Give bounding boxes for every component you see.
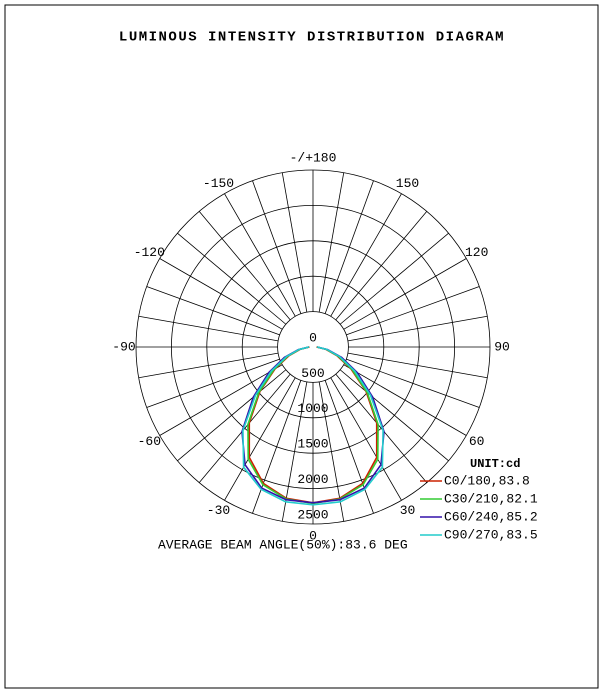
r-tick-label: 2000: [297, 472, 328, 487]
grid-spoke: [347, 315, 488, 342]
theta-tick-label: 30: [400, 503, 416, 518]
r-tick-label: 2500: [297, 507, 328, 522]
frame: [4, 4, 599, 689]
grid-spoke: [343, 258, 467, 330]
grid-spoke: [138, 352, 279, 379]
grid-spoke: [281, 172, 308, 313]
theta-tick-label: 120: [465, 245, 488, 260]
grid-spoke: [177, 369, 287, 462]
grid-spoke: [159, 364, 283, 436]
r-tick-label: 500: [301, 366, 324, 381]
legend-label: C60/240,85.2: [444, 509, 538, 524]
legend-label: C0/180,83.8: [444, 473, 530, 488]
series-line: [241, 346, 385, 504]
theta-tick-label: 150: [396, 176, 419, 191]
r-tick-label: 1500: [297, 437, 328, 452]
grid-spoke: [252, 380, 302, 514]
grid-spoke: [339, 369, 449, 462]
theta-tick-label: -30: [207, 503, 230, 518]
grid-spoke: [224, 377, 296, 501]
grid-spoke: [324, 180, 374, 314]
theta-tick-label: -90: [112, 339, 135, 354]
theta-tick-label: -/+180: [290, 150, 337, 165]
series-line: [242, 346, 384, 506]
theta-tick-label: -60: [138, 434, 161, 449]
grid-spoke: [252, 180, 302, 314]
grid-spoke: [339, 232, 449, 325]
grid-spoke: [346, 286, 480, 336]
grid-spoke: [324, 380, 374, 514]
theta-tick-label: 90: [494, 339, 510, 354]
grid-spoke: [224, 193, 296, 317]
grid-spoke: [146, 286, 280, 336]
r-tick-label: 1000: [297, 401, 328, 416]
annotation: AVERAGE BEAM ANGLE(50%):83.6 DEG: [158, 537, 408, 552]
grid-spoke: [346, 358, 480, 408]
legend-label: C30/210,82.1: [444, 491, 538, 506]
grid-spoke: [335, 211, 428, 321]
grid-spoke: [318, 172, 345, 313]
grid-spoke: [159, 258, 283, 330]
theta-tick-label: 0: [309, 528, 317, 543]
theta-tick-label: 60: [469, 434, 485, 449]
grid-spoke: [138, 315, 279, 342]
grid-spoke: [330, 377, 402, 501]
grid-spoke: [335, 373, 428, 483]
r-tick-label: 0: [309, 330, 317, 345]
grid-spoke: [330, 193, 402, 317]
grid-spoke: [198, 373, 291, 483]
chart-title: LUMINOUS INTENSITY DISTRIBUTION DIAGRAM: [119, 30, 505, 46]
grid-spoke: [146, 358, 280, 408]
grid-spoke: [198, 211, 291, 321]
theta-tick-label: -150: [203, 176, 234, 191]
grid-spoke: [343, 364, 467, 436]
legend-label: C90/270,83.5: [444, 527, 538, 542]
theta-tick-label: -120: [134, 245, 165, 260]
grid-spoke: [177, 232, 287, 325]
grid-spoke: [347, 352, 488, 379]
legend-title: UNIT:cd: [470, 457, 520, 471]
